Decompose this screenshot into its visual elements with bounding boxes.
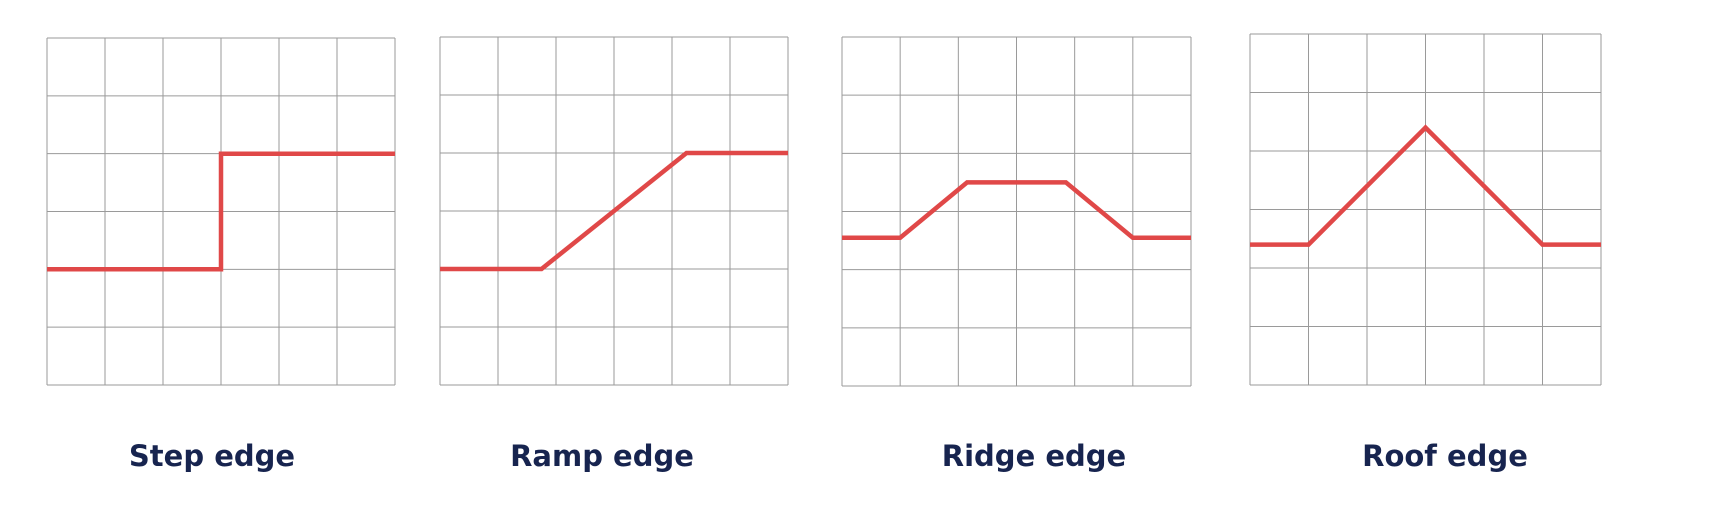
grid-ridge	[841, 36, 1192, 387]
grid-roof	[1249, 33, 1602, 386]
roof-edge-label: Roof edge	[1362, 439, 1528, 473]
ramp-edge-profile	[440, 150, 788, 272]
roof-edge-profile	[1250, 124, 1601, 247]
ramp-edge-label: Ramp edge	[510, 439, 694, 473]
ridge-edge-label: Ridge edge	[942, 439, 1126, 473]
panel-roof: Roof edge	[1249, 33, 1602, 473]
panel-step: Step edge	[46, 37, 396, 473]
panel-ramp: Ramp edge	[439, 36, 789, 473]
panel-ridge: Ridge edge	[841, 36, 1192, 473]
step-edge-profile	[47, 151, 395, 272]
step-edge-label: Step edge	[129, 439, 295, 473]
ridge-edge-profile	[842, 180, 1191, 240]
